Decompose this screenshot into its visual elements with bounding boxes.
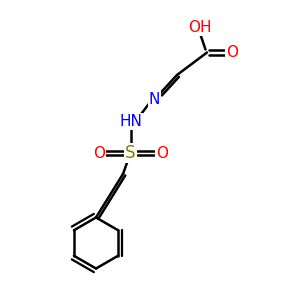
Text: O: O <box>156 146 168 160</box>
Text: S: S <box>125 144 136 162</box>
Text: O: O <box>226 45 238 60</box>
Text: HN: HN <box>119 114 142 129</box>
Text: N: N <box>149 92 160 106</box>
Text: OH: OH <box>188 20 211 34</box>
Text: O: O <box>93 146 105 160</box>
